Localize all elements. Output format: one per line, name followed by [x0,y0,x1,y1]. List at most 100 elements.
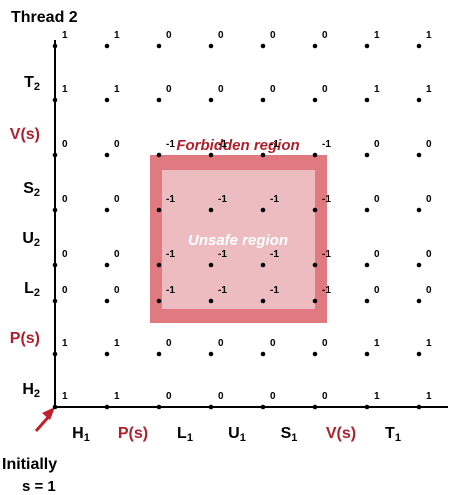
grid-value: -1 [218,285,227,296]
grid-point [416,262,422,268]
grid-value: 0 [218,84,224,95]
grid-value: 0 [374,139,380,150]
grid-value: 1 [114,391,120,402]
grid-value: -1 [322,249,331,260]
grid-point [416,207,422,213]
grid-point [416,404,422,410]
grid-point [156,404,162,410]
grid-value: 0 [166,84,172,95]
grid-value: -1 [270,285,279,296]
grid-point [364,298,370,304]
grid-value: 0 [218,391,224,402]
grid-point [104,43,110,49]
grid-value: -1 [166,285,175,296]
grid-value: 0 [218,30,224,41]
grid-point [364,404,370,410]
x-axis-label: P(s) [117,425,149,442]
grid-value: 1 [426,391,432,402]
grid-value: 0 [62,194,68,205]
grid-value: 0 [426,139,432,150]
grid-point [104,351,110,357]
grid-point [364,152,370,158]
grid-value: 0 [374,285,380,296]
grid-point [364,207,370,213]
grid-value: 0 [426,249,432,260]
grid-point [260,404,266,410]
grid-point [208,298,214,304]
grid-point [312,97,318,103]
grid-value: -1 [218,194,227,205]
grid-point [208,262,214,268]
grid-point [312,152,318,158]
grid-value: 0 [166,30,172,41]
forbidden-region-label: Forbidden region [176,137,299,154]
grid-value: -1 [322,285,331,296]
grid-value: 0 [62,249,68,260]
grid-value: -1 [166,139,175,150]
grid-value: 0 [426,285,432,296]
grid-point [104,207,110,213]
grid-point [416,97,422,103]
grid-point [364,262,370,268]
grid-point [52,298,58,304]
grid-value: 1 [62,30,68,41]
grid-value: 0 [322,391,328,402]
grid-value: -1 [322,139,331,150]
grid-value: 1 [426,84,432,95]
grid-point [260,351,266,357]
grid-value: 0 [218,338,224,349]
grid-point [156,262,162,268]
grid-point [416,351,422,357]
grid-point [260,152,266,158]
grid-value: 0 [62,285,68,296]
grid-point [364,351,370,357]
grid-value: 0 [166,391,172,402]
grid-value: 0 [270,391,276,402]
grid-point [416,43,422,49]
grid-value: 1 [114,30,120,41]
grid-value: 0 [322,338,328,349]
grid-value: -1 [218,249,227,260]
grid-value: 0 [166,338,172,349]
grid-point [156,298,162,304]
grid-point [52,262,58,268]
grid-value: -1 [166,194,175,205]
grid-point [104,298,110,304]
grid-value: 1 [426,338,432,349]
grid-point [52,152,58,158]
y-axis-label: H2 [22,381,40,400]
y-axis-label: U2 [22,230,40,249]
grid-point [260,97,266,103]
grid-value: 0 [270,338,276,349]
grid-value: 0 [114,194,120,205]
grid-point [260,298,266,304]
x-axis-label: U1 [228,425,246,444]
grid-point [104,97,110,103]
grid-point [312,404,318,410]
grid-point [312,351,318,357]
grid-value: 0 [426,194,432,205]
grid-point [364,97,370,103]
initially-label: Initially [2,456,58,473]
grid-point [208,404,214,410]
grid-value: 0 [62,139,68,150]
grid-point [312,207,318,213]
grid-point [52,43,58,49]
grid-value: 1 [114,84,120,95]
y-axis-label: V(s) [9,126,40,143]
grid-value: 0 [322,84,328,95]
grid-value: 0 [114,139,120,150]
grid-value: 0 [322,30,328,41]
x-axis-label: S1 [280,425,298,444]
grid-point [312,262,318,268]
grid-point [104,404,110,410]
grid-point [52,207,58,213]
grid-value: 1 [374,338,380,349]
initial-arrow-head [42,407,55,420]
grid-value: 1 [114,338,120,349]
grid-point [260,262,266,268]
x-axis-label: T1 [385,425,401,444]
grid-value: -1 [218,139,227,150]
grid-point [104,262,110,268]
